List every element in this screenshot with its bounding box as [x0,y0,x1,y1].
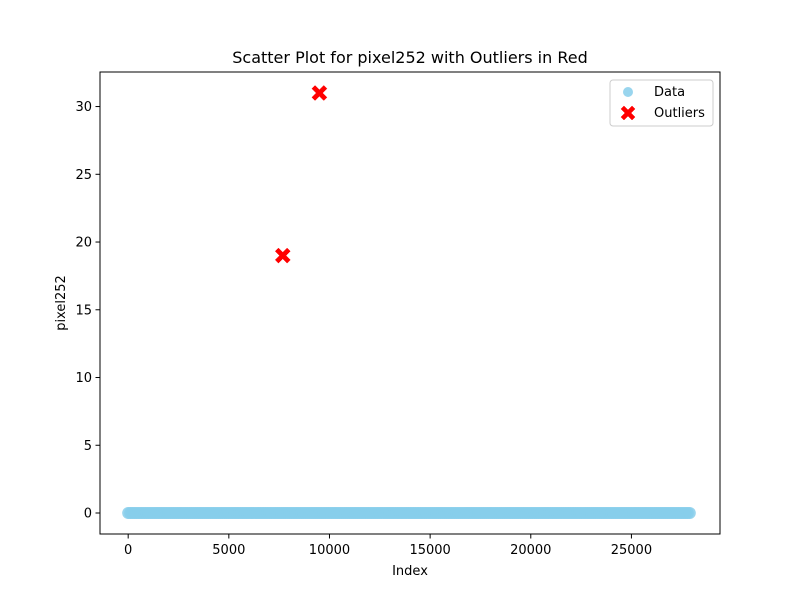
y-tick-label: 15 [75,303,92,318]
y-tick-label: 5 [84,439,92,454]
x-tick-label: 5000 [212,543,245,558]
y-tick-label: 25 [75,168,92,183]
legend-outliers-label: Outliers [654,106,705,121]
y-tick-label: 20 [75,236,92,251]
outlier-point [274,247,291,264]
plot-frame [99,71,721,535]
x-tick-label: 10000 [309,543,350,558]
legend-box [609,79,714,127]
x-axis-label: Index [392,564,428,579]
y-tick-label: 10 [75,371,92,386]
y-tick-label: 30 [75,100,92,115]
outlier-point [311,85,328,101]
x-tick-label: 15000 [409,543,450,558]
legend-data-label: Data [654,85,685,100]
chart-title: Scatter Plot for pixel252 with Outliers … [232,48,587,67]
legend-outliers-marker [620,105,636,121]
x-tick-label: 20000 [510,543,551,558]
data-point [683,507,696,519]
y-tick-label: 0 [84,507,92,522]
legend: Data Outliers [609,79,714,127]
x-tick-label: 25000 [611,543,652,558]
y-axis-label: pixel252 [54,275,69,331]
x-tick-label: 0 [124,543,132,558]
legend-data-marker [623,87,633,97]
